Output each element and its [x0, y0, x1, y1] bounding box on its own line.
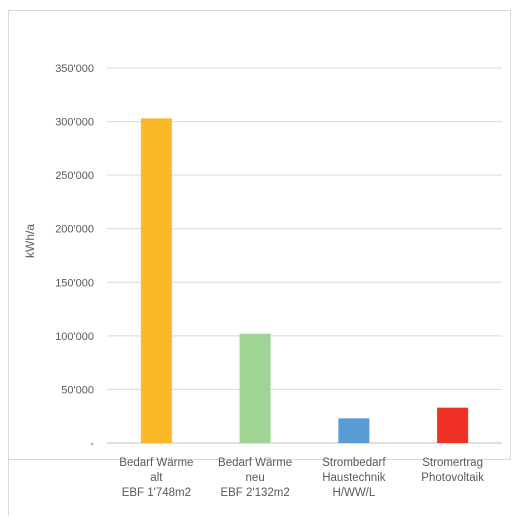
- frame-tail-line: [8, 460, 9, 516]
- bars: [140, 118, 469, 443]
- y-axis-label: kWh/a: [23, 224, 37, 258]
- x-category-label-line: neu: [246, 472, 265, 484]
- gridlines: [107, 67, 502, 444]
- y-tick-label: 350'000: [55, 63, 94, 75]
- y-tick-label: 100'000: [55, 331, 94, 343]
- bar: [239, 333, 271, 443]
- y-tick-label: 150'000: [55, 277, 94, 289]
- x-category-label-line: Strombedarf: [322, 457, 386, 469]
- x-category-label: Bedarf Wärme neu EBF 2'132m2: [218, 457, 292, 499]
- bar: [140, 118, 172, 443]
- chart-frame: [8, 10, 511, 460]
- bar: [338, 418, 370, 443]
- y-axis-ticks: - 50'000 100'000 150'000 200'000 250'000 300'0…: [55, 63, 94, 450]
- y-tick-label: 200'000: [55, 224, 94, 236]
- x-category-label-line: Bedarf Wärme: [218, 457, 292, 469]
- x-category-label-line: Bedarf Wärme: [119, 457, 193, 469]
- x-category-label-line: Haustechnik: [322, 472, 386, 484]
- y-tick-label: -: [90, 438, 94, 450]
- x-category-label-line: H/WW/L: [332, 487, 375, 499]
- y-tick-label: 250'000: [55, 170, 94, 182]
- y-tick-label: 300'000: [55, 117, 94, 129]
- x-category-label-line: EBF 1'748m2: [122, 487, 191, 499]
- x-category-label-line: Stromertrag: [422, 457, 483, 469]
- x-category-label-line: alt: [150, 472, 163, 484]
- x-category-label-line: EBF 2'132m2: [220, 487, 289, 499]
- x-axis-categories: Bedarf Wärme alt EBF 1'748m2 Bedarf Wärme ne…: [119, 457, 484, 499]
- x-category-label-line: Photovoltaik: [421, 472, 484, 484]
- x-category-label: Strombedarf Haustechnik H/WW/L: [322, 457, 386, 499]
- x-category-label: Stromertrag Photovoltaik: [421, 457, 484, 484]
- y-tick-label: 50'000: [61, 384, 94, 396]
- x-category-label: Bedarf Wärme alt EBF 1'748m2: [119, 457, 193, 499]
- bar: [437, 407, 469, 443]
